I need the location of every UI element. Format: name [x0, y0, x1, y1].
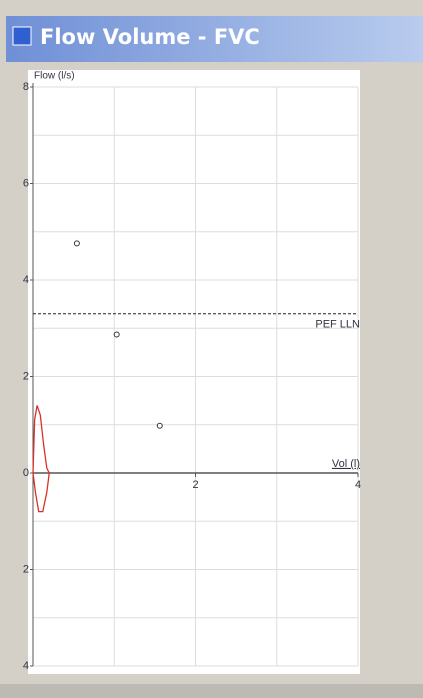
window-title: Flow Volume - FVC	[40, 25, 260, 49]
y-tick-label: 2	[23, 563, 29, 575]
plot-background	[28, 70, 360, 674]
y-tick-label: 8	[23, 81, 29, 93]
reference-label: PEF LLN	[315, 319, 360, 331]
predicted-point	[73, 240, 80, 247]
window-icon	[12, 26, 32, 46]
y-tick-label: 0	[23, 467, 29, 479]
x-axis-label: Vol (l)	[332, 458, 360, 470]
x-tick-label: 4	[355, 479, 361, 491]
title-bar	[6, 16, 423, 62]
flow-volume-curve	[32, 405, 50, 513]
x-tick-label: 2	[192, 479, 198, 491]
y-tick-label: 6	[23, 177, 29, 189]
y-axis-label: Flow (l/s)	[34, 71, 75, 82]
y-tick-label: 4	[23, 274, 29, 286]
predicted-point	[156, 422, 163, 429]
y-tick-label: 4	[23, 660, 29, 672]
y-tick-label: 2	[23, 370, 29, 382]
predicted-point	[113, 331, 120, 338]
status-bar	[0, 684, 423, 698]
